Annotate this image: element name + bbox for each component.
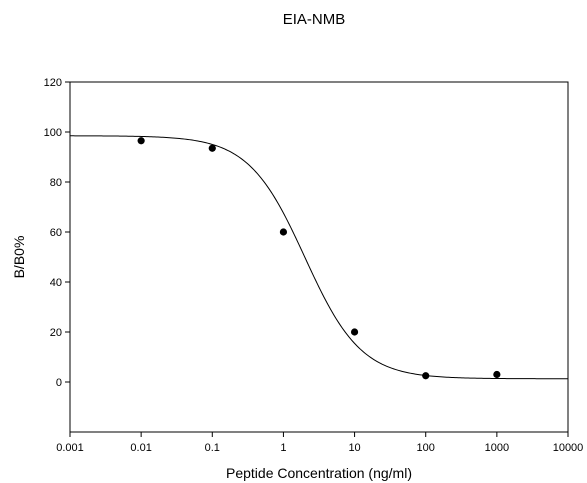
data-point [208, 144, 216, 152]
x-tick-label: 0.001 [56, 442, 84, 454]
x-tick-label: 1 [280, 442, 286, 454]
x-axis: 0.001 0.01 0.1 1 10 100 1000 10000 [56, 432, 583, 454]
data-point [279, 228, 288, 236]
y-tick-label: 40 [50, 277, 62, 289]
x-tick-label: 100 [417, 442, 435, 454]
chart-title: EIA-NMB [283, 11, 346, 28]
data-point [422, 372, 430, 380]
data-points [137, 137, 501, 380]
y-axis-label: B/B0% [11, 236, 27, 279]
x-tick-label: 10 [348, 442, 360, 454]
y-axis: 0 20 40 60 80 100 120 [44, 77, 70, 389]
data-point [493, 370, 501, 379]
data-point [350, 328, 359, 336]
plot-frame [69, 81, 569, 433]
y-tick-label: 20 [50, 327, 62, 339]
x-tick-label: 1000 [485, 442, 509, 454]
y-tick-label: 80 [50, 177, 62, 189]
x-tick-label: 0.01 [130, 442, 151, 454]
y-tick-label: 100 [44, 127, 62, 139]
data-point [137, 137, 145, 145]
x-axis-label: Peptide Concentration (ng/ml) [226, 465, 412, 481]
x-tick-label: 0.1 [205, 442, 220, 454]
y-tick-label: 60 [50, 227, 62, 239]
fit-curve [70, 135, 568, 380]
y-tick-label: 120 [44, 77, 62, 89]
x-tick-label: 10000 [553, 442, 584, 454]
y-tick-label: 0 [56, 377, 62, 389]
